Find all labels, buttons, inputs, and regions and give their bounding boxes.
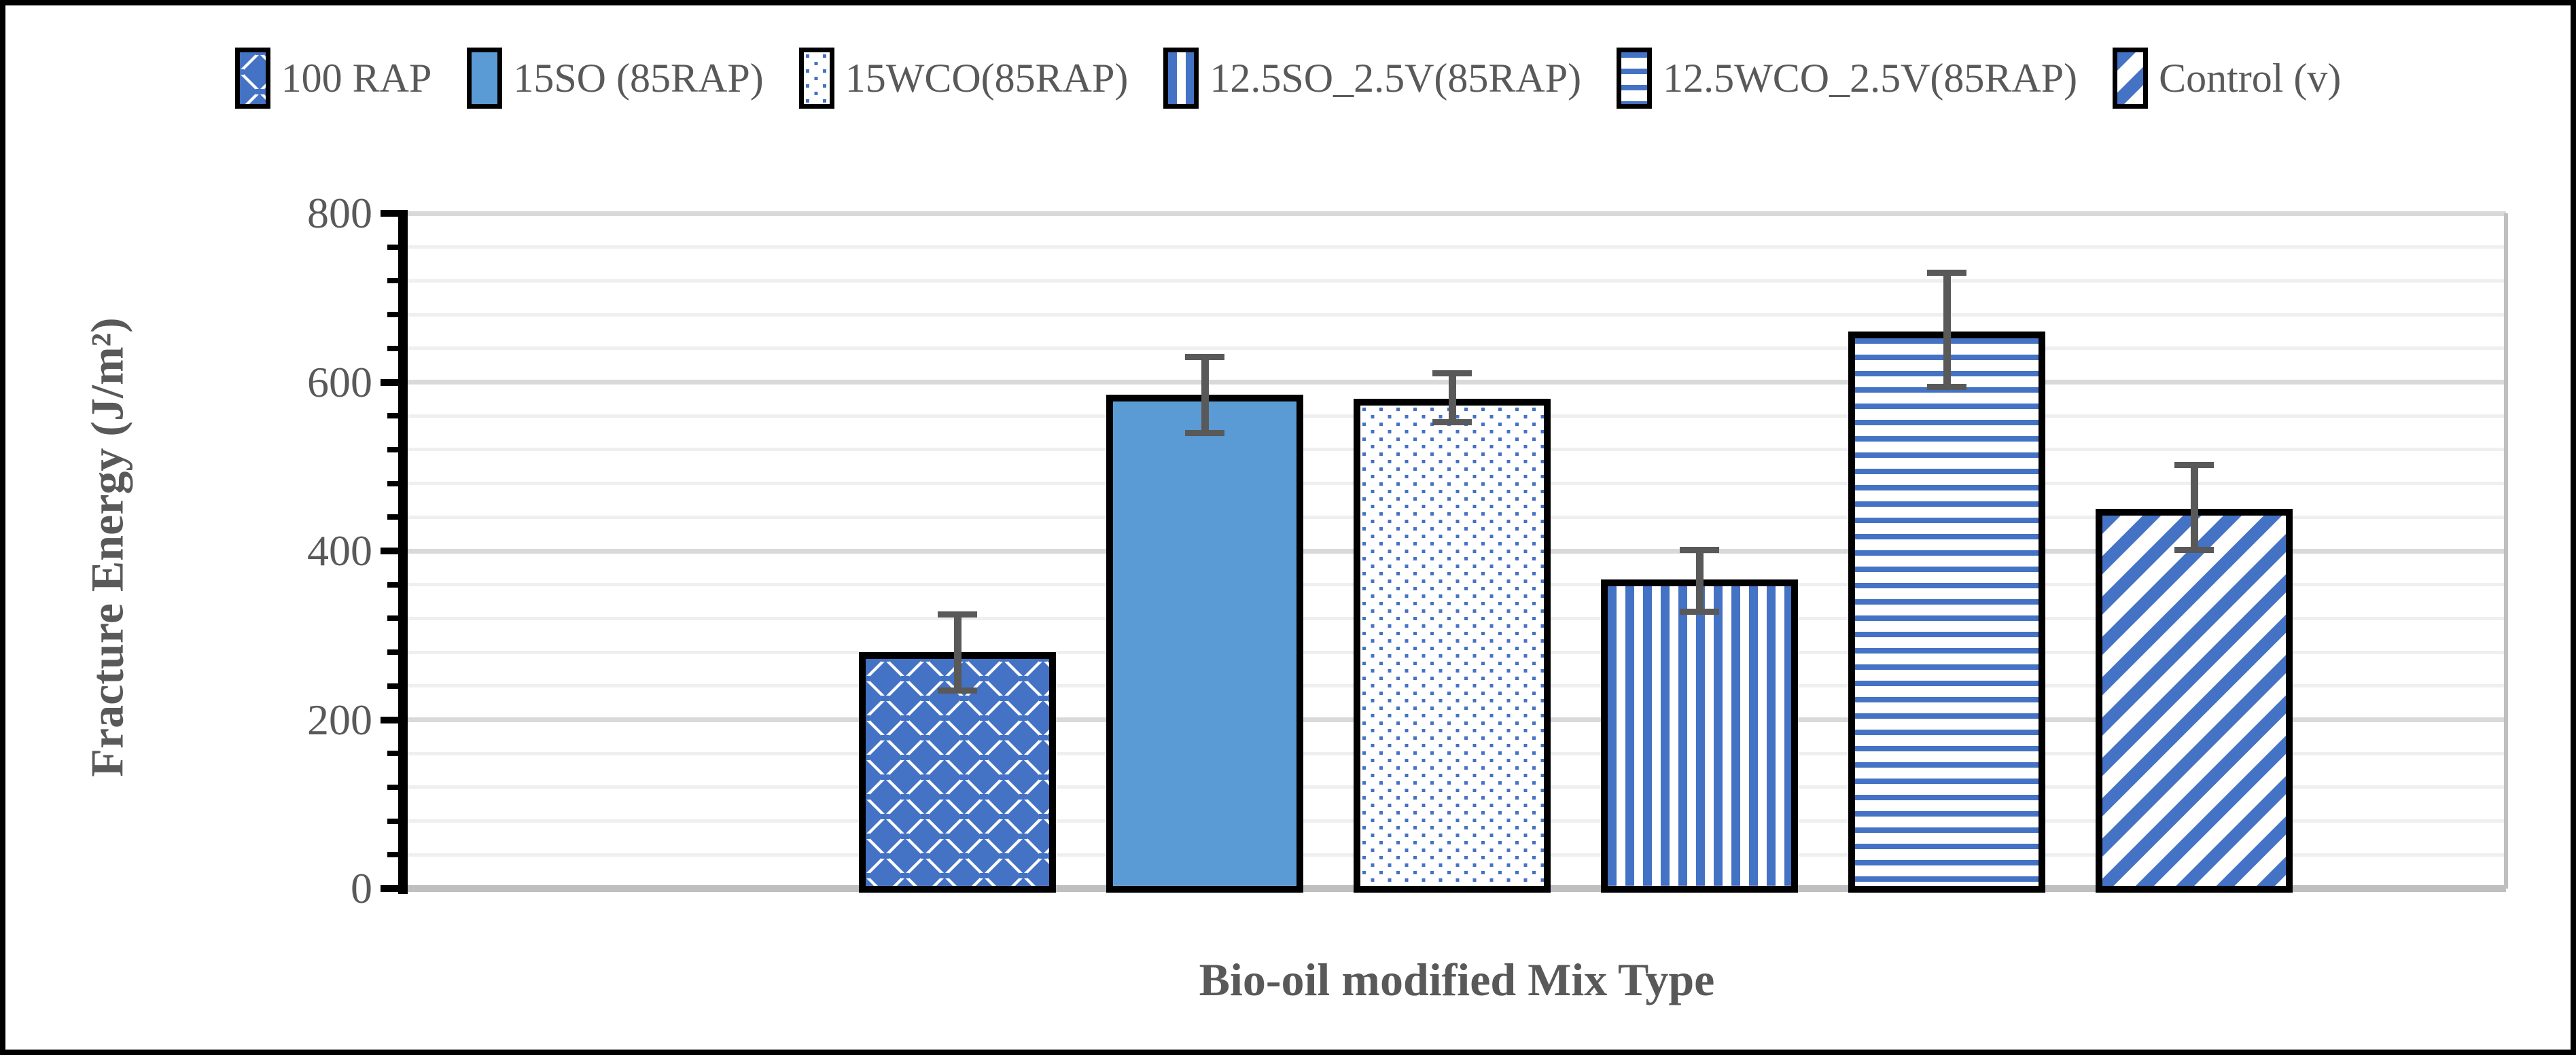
horizontal-stripes-pattern: [1855, 338, 2039, 886]
y-axis-minor-tick: [387, 852, 408, 858]
vertical-stripes-pattern: [1608, 586, 1791, 886]
y-axis-minor-tick: [387, 683, 408, 689]
error-bar-top-cap: [2174, 462, 2214, 469]
legend-item: Control (v): [2113, 48, 2341, 109]
legend-swatch-dots: [798, 48, 834, 109]
error-bar-bottom-cap: [938, 687, 977, 694]
y-axis-major-tick: [381, 716, 408, 723]
error-bar-bottom-cap: [1432, 418, 1472, 425]
horizontal-stripes-pattern: [1621, 52, 1648, 104]
legend-item: 12.5WCO_2.5V(85RAP): [1617, 48, 2077, 109]
y-axis-minor-tick: [387, 582, 408, 588]
error-bar-top-cap: [1432, 370, 1472, 376]
error-bar-line: [953, 614, 961, 690]
legend-item: 15WCO(85RAP): [798, 48, 1129, 109]
chart-legend: 100 RAP 15SO (85RAP) 15WCO(85RAP) 12.5SO_2.…: [5, 48, 2571, 109]
diamond-pattern: [239, 52, 266, 104]
legend-label: 15SO (85RAP): [513, 55, 764, 101]
y-axis-minor-tick: [387, 784, 408, 790]
diamond-pattern: [866, 659, 1049, 886]
y-axis-minor-tick: [387, 413, 408, 419]
legend-swatch-horizontal-stripes: [1617, 48, 1653, 109]
vertical-stripes-pattern: [1168, 52, 1195, 104]
y-axis-major-tick: [381, 210, 408, 217]
y-axis-minor-tick: [387, 480, 408, 486]
legend-label: 100 RAP: [281, 55, 432, 101]
major-gridline: [408, 211, 2506, 216]
y-tick-label: 400: [307, 526, 372, 575]
x-axis-title: Bio-oil modified Mix Type: [1199, 954, 1715, 1005]
minor-gridline: [408, 245, 2506, 249]
legend-label: Control (v): [2159, 55, 2342, 101]
y-axis-minor-tick: [387, 615, 408, 622]
diagonal-stripes-pattern: [2117, 52, 2144, 104]
y-axis-minor-tick: [387, 312, 408, 318]
bar-12-5wco-2-5v-85rap-: [1848, 331, 2045, 893]
legend-label: 12.5WCO_2.5V(85RAP): [1663, 55, 2078, 101]
legend-label: 15WCO(85RAP): [845, 55, 1129, 101]
y-tick-label: 800: [307, 189, 372, 237]
y-tick-label: 0: [351, 864, 372, 912]
plot-right-border: [2504, 213, 2508, 889]
y-axis-major-tick: [381, 548, 408, 554]
legend-swatch-vertical-stripes: [1163, 48, 1199, 109]
error-bar-top-cap: [938, 611, 977, 618]
y-tick-label: 600: [307, 357, 372, 406]
legend-swatch-solid: [467, 48, 503, 109]
legend-swatch-diagonal-stripes: [2113, 48, 2149, 109]
y-axis-minor-tick: [387, 751, 408, 757]
legend-item: 15SO (85RAP): [467, 48, 764, 109]
error-bar-line: [1448, 372, 1456, 422]
error-bar-bottom-cap: [1927, 383, 1966, 390]
y-axis-minor-tick: [387, 345, 408, 351]
y-tick-label: 200: [307, 695, 372, 744]
y-axis-major-tick: [381, 885, 408, 892]
dots-pattern: [803, 52, 830, 104]
bar-15wco-85rap-: [1354, 399, 1551, 893]
error-bar-top-cap: [1680, 546, 1719, 553]
error-bar-bottom-cap: [1185, 430, 1224, 437]
diagonal-stripes-pattern: [2102, 515, 2286, 886]
legend-swatch-diamond: [234, 48, 270, 109]
y-axis-minor-tick: [387, 446, 408, 452]
y-axis-minor-tick: [387, 818, 408, 824]
bar-control-v-: [2096, 508, 2293, 893]
legend-item: 100 RAP: [234, 48, 432, 109]
error-bar-top-cap: [1185, 354, 1224, 361]
error-bar-top-cap: [1927, 269, 1966, 276]
error-bar-bottom-cap: [2174, 546, 2214, 553]
y-axis-title: Fracture Energy (J/m²): [81, 317, 133, 777]
error-bar-line: [2190, 465, 2198, 550]
solid-fill-swatch: [1113, 401, 1296, 886]
solid-fill-swatch: [472, 52, 498, 104]
y-axis-minor-tick: [387, 278, 408, 284]
error-bar-line: [1201, 357, 1209, 433]
minor-gridline: [408, 346, 2506, 351]
minor-gridline: [408, 312, 2506, 317]
y-axis-major-tick: [381, 378, 408, 386]
dots-pattern: [1360, 406, 1544, 886]
legend-label: 12.5SO_2.5V(85RAP): [1210, 55, 1582, 101]
error-bar-line: [1943, 272, 1951, 387]
major-gridline: [408, 380, 2506, 385]
error-bar-line: [1695, 549, 1704, 612]
error-bar-bottom-cap: [1680, 609, 1719, 615]
y-axis-minor-tick: [387, 514, 408, 520]
bar-15so-85rap-: [1106, 395, 1303, 893]
y-axis-minor-tick: [387, 244, 408, 250]
legend-item: 12.5SO_2.5V(85RAP): [1163, 48, 1581, 109]
minor-gridline: [408, 279, 2506, 283]
bar-12-5so-2-5v-85rap-: [1601, 579, 1798, 893]
y-axis-minor-tick: [387, 649, 408, 656]
